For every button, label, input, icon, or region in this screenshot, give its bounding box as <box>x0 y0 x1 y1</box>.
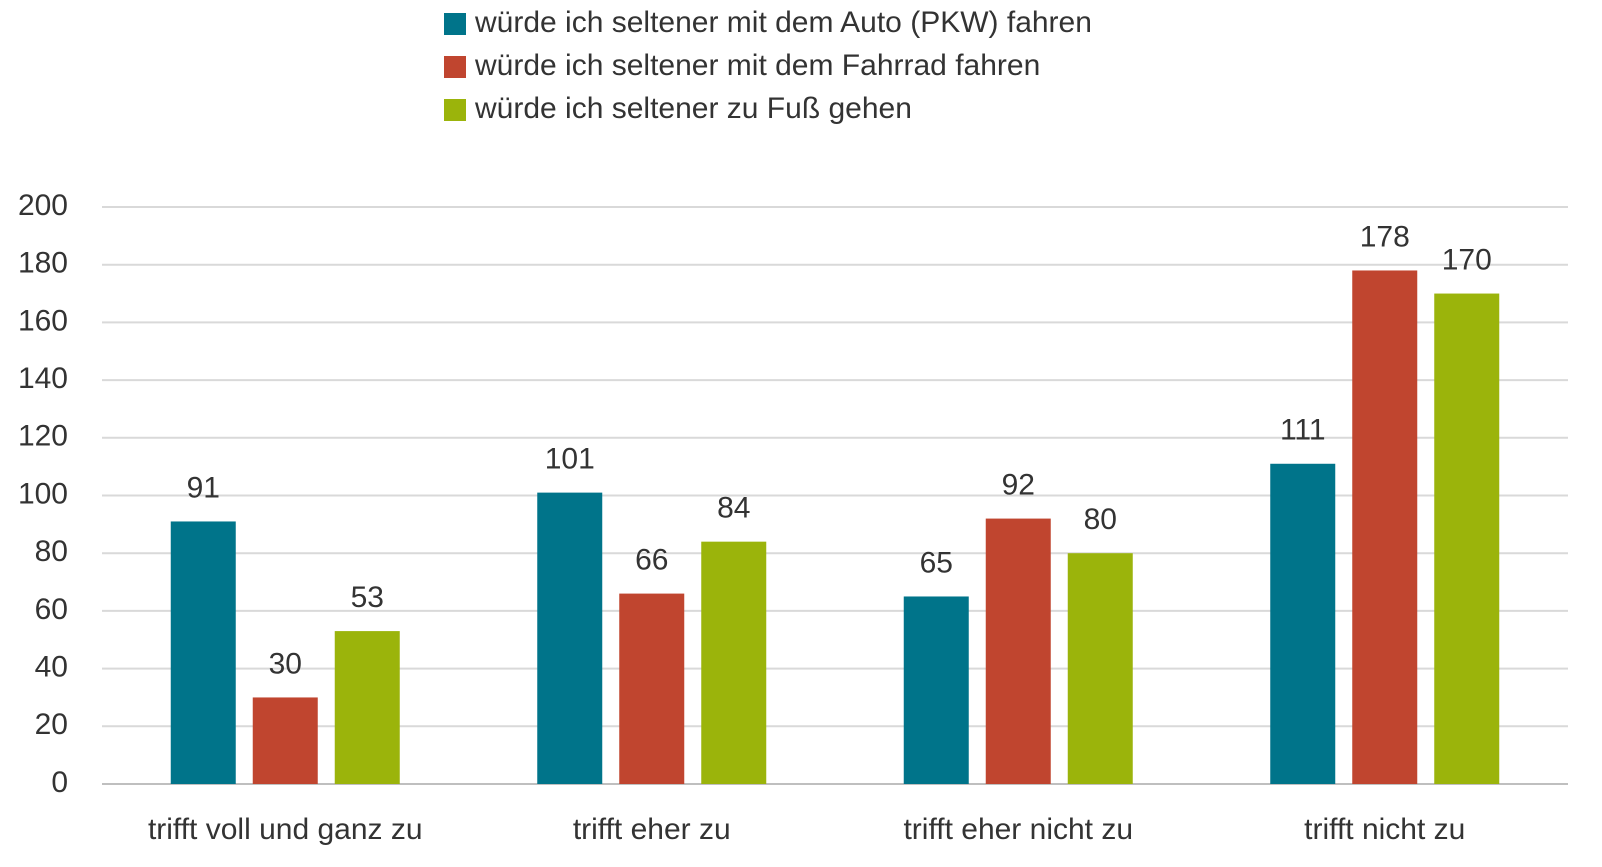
y-tick-label: 200 <box>18 189 68 222</box>
x-tick-label: trifft voll und ganz zu <box>148 813 423 846</box>
y-tick-label: 100 <box>18 477 68 510</box>
legend-swatch <box>444 56 466 78</box>
y-tick-label: 0 <box>51 766 68 799</box>
x-tick-label: trifft eher nicht zu <box>903 813 1133 846</box>
data-label: 65 <box>920 546 953 579</box>
data-label: 30 <box>269 647 302 680</box>
data-label: 178 <box>1360 220 1410 253</box>
legend-label: würde ich seltener mit dem Fahrrad fahre… <box>474 49 1040 82</box>
data-label: 84 <box>717 492 750 525</box>
data-label: 170 <box>1442 243 1492 276</box>
data-label: 101 <box>545 443 595 476</box>
data-label: 111 <box>1280 414 1326 447</box>
y-tick-label: 40 <box>35 651 68 684</box>
legend-swatch <box>444 13 466 35</box>
data-label: 66 <box>635 544 668 577</box>
y-tick-label: 160 <box>18 304 68 337</box>
bar <box>537 492 603 784</box>
data-label: 92 <box>1002 469 1035 502</box>
data-label: 91 <box>187 471 220 504</box>
y-tick-label: 80 <box>35 535 68 568</box>
x-tick-label: trifft eher zu <box>573 813 731 846</box>
bar <box>903 596 969 784</box>
data-label: 80 <box>1084 503 1117 536</box>
bar <box>252 697 318 784</box>
bar <box>619 593 685 784</box>
legend-label: würde ich seltener zu Fuß gehen <box>474 92 912 125</box>
y-tick-label: 60 <box>35 593 68 626</box>
legend-label: würde ich seltener mit dem Auto (PKW) fa… <box>474 6 1092 39</box>
y-tick-label: 180 <box>18 247 68 280</box>
bar <box>1352 270 1418 785</box>
bar <box>334 631 400 784</box>
legend-swatch <box>444 99 466 121</box>
y-tick-label: 140 <box>18 362 68 395</box>
bar <box>1067 553 1133 784</box>
data-label: 53 <box>351 581 384 614</box>
bar <box>170 521 236 784</box>
x-tick-label: trifft nicht zu <box>1304 813 1465 846</box>
y-tick-label: 120 <box>18 420 68 453</box>
bar <box>985 518 1051 784</box>
bar <box>1434 293 1500 784</box>
bar <box>1270 463 1336 784</box>
y-tick-label: 20 <box>35 708 68 741</box>
bar <box>701 541 767 784</box>
